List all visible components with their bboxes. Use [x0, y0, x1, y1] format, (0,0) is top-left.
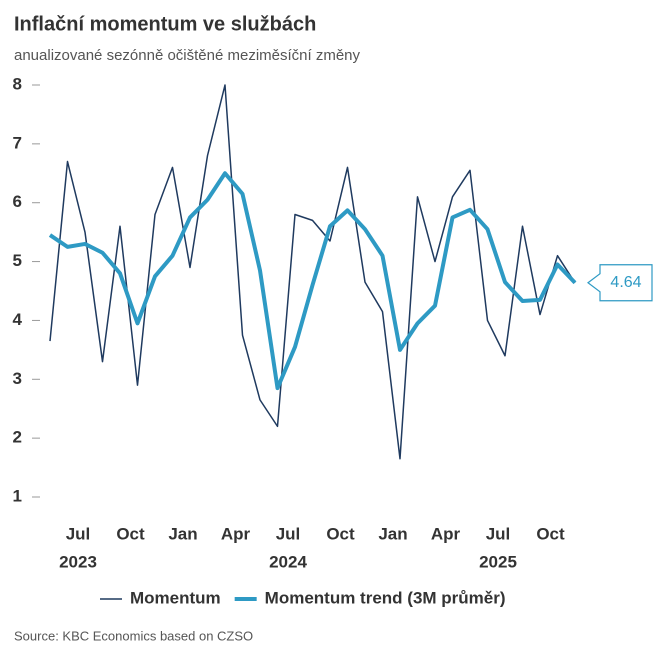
y-tick-label: 2 [13, 428, 22, 447]
x-year-label: 2025 [479, 552, 517, 571]
x-tick-label: Jul [486, 524, 511, 543]
x-tick-label: Jan [378, 524, 407, 543]
y-tick-label: 5 [13, 251, 22, 270]
chart-subtitle: anualizované sezónně očištěné meziměsíčn… [14, 47, 361, 64]
series-line [48, 171, 577, 391]
legend-label: Momentum trend (3M průměr) [265, 588, 506, 607]
y-tick-label: 8 [13, 74, 22, 93]
x-tick-label: Jan [168, 524, 197, 543]
callout-box [587, 264, 653, 302]
series-line [49, 84, 576, 460]
x-tick-label: Jul [66, 524, 91, 543]
x-tick-label: Apr [431, 524, 461, 543]
x-tick-label: Oct [326, 524, 355, 543]
y-tick-label: 1 [13, 486, 22, 505]
y-tick-label: 6 [13, 192, 22, 211]
chart-title: Inflační momentum ve službách [14, 13, 316, 35]
x-year-label: 2023 [59, 552, 97, 571]
x-tick-label: Apr [221, 524, 251, 543]
x-tick-label: Oct [116, 524, 145, 543]
x-year-label: 2024 [269, 552, 307, 571]
y-tick-label: 4 [13, 310, 23, 329]
y-tick-label: 3 [13, 369, 22, 388]
x-tick-label: Oct [536, 524, 565, 543]
callout-label: 4.64 [610, 274, 641, 291]
x-tick-label: Jul [276, 524, 301, 543]
y-tick-label: 7 [13, 133, 22, 152]
legend-label: Momentum [130, 588, 221, 607]
source: Source: KBC Economics based on CZSO [14, 628, 253, 643]
